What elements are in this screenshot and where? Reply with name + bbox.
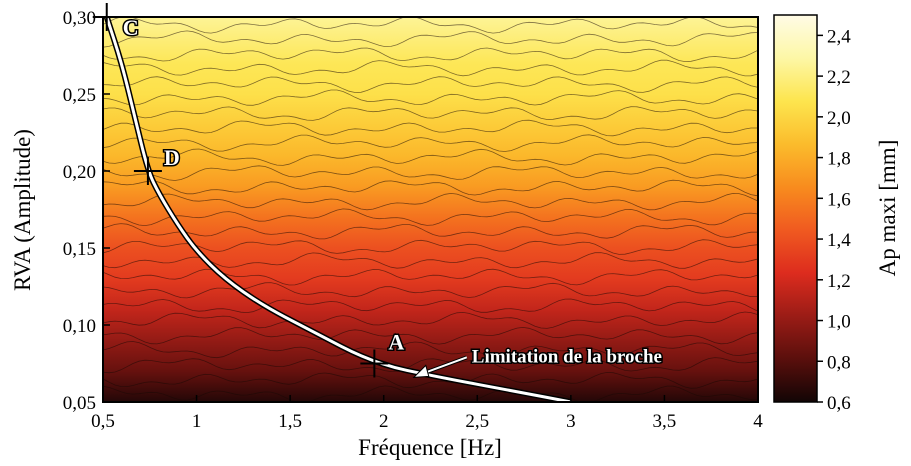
contour-line	[103, 385, 758, 402]
x-tick-label: 2,5	[465, 411, 489, 432]
x-axis-title: Fréquence [Hz]	[358, 435, 502, 460]
colorbar-tick-label: 2,2	[827, 67, 851, 88]
annotation-layer: A C D Limitation de la broche	[92, 3, 663, 378]
contour-line	[103, 148, 758, 166]
plot-background	[103, 17, 758, 402]
contour-lines	[103, 17, 758, 402]
colorbar-tick-label: 1,8	[827, 149, 851, 170]
y-tick-label: 0,20	[63, 162, 96, 183]
y-tick-label: 0,10	[63, 316, 96, 337]
limit-curve	[105, 17, 572, 402]
point-label-a: A	[388, 330, 404, 355]
y-tick-label: 0,05	[63, 393, 96, 414]
colorbar-tick-label: 1,2	[827, 271, 851, 292]
contour-line	[103, 30, 758, 48]
contour-line	[103, 89, 758, 106]
colorbar-tick-label: 1,6	[827, 189, 851, 210]
contour-line	[103, 17, 758, 34]
contour-line	[103, 239, 758, 255]
point-marker-c	[92, 3, 121, 31]
contour-line	[103, 326, 758, 345]
contour-line	[103, 357, 758, 374]
contour-line	[103, 311, 758, 329]
colorbar-tick-label: 0,8	[827, 352, 851, 373]
x-tick-label: 2	[379, 411, 389, 432]
point-marker-d	[133, 157, 162, 185]
contour-line	[103, 223, 758, 240]
contour-line	[103, 134, 758, 152]
colorbar-title: Ap maxi [mm]	[875, 140, 900, 277]
x-tick-label: 1,5	[278, 411, 302, 432]
contour-line	[103, 208, 758, 227]
y-tick-label: 0,25	[63, 85, 96, 106]
x-tick-label: 3,5	[653, 411, 677, 432]
colorbar-tick-label: 2,4	[827, 26, 851, 47]
contour-line	[103, 59, 758, 77]
colorbar-ramp	[773, 14, 818, 403]
colorbar-tick-label: 1,4	[827, 230, 851, 251]
limit-curve-label: Limitation de la broche	[472, 346, 662, 367]
contour-line	[103, 119, 757, 137]
contour-line	[103, 341, 758, 359]
x-tick-label: 0,5	[91, 411, 115, 432]
x-tick-label: 3	[566, 411, 576, 432]
contour-line	[103, 47, 758, 63]
plot-frame	[102, 16, 759, 403]
y-tick-label: 0,15	[63, 239, 96, 260]
limit-curve-layer	[103, 17, 572, 402]
x-axis-ticks: 0,5 1 1,5 2 2,5 3 3,5 4	[91, 395, 763, 432]
colorbar-tick-label: 1,0	[827, 312, 851, 333]
contour-line	[103, 76, 758, 93]
contour-line	[103, 192, 758, 211]
contour-line	[103, 252, 758, 269]
colorbar-ticks: 0,6 0,8 1,0 1,2 1,4 1,6 1,8 2,0 2,2 2,4	[817, 26, 851, 414]
y-tick-label: 0,30	[63, 8, 96, 29]
contour-line	[103, 282, 757, 299]
plot-area	[102, 16, 759, 403]
contour-line	[103, 165, 758, 181]
contour-line	[103, 298, 758, 314]
point-label-d: D	[164, 145, 180, 170]
limit-curve-annotation: Limitation de la broche	[412, 345, 663, 378]
colorbar-tick-label: 2,0	[827, 108, 851, 129]
point-marker-a	[360, 349, 389, 378]
colorbar: 0,6 0,8 1,0 1,2 1,4 1,6 1,8 2,0 2,2 2,4 Ap maxi […	[773, 14, 900, 414]
y-axis-ticks: 0,05 0,10 0,15 0,20 0,25 0,30	[63, 8, 110, 414]
contour-line	[103, 371, 758, 389]
contour-line	[103, 106, 758, 121]
y-axis-title: RVA (Amplitude)	[10, 129, 35, 291]
x-tick-label: 4	[753, 411, 763, 432]
x-tick-label: 1	[192, 411, 202, 432]
contour-line	[103, 179, 758, 197]
point-label-c: C	[123, 15, 139, 40]
colorbar-tick-label: 0,6	[827, 393, 851, 414]
